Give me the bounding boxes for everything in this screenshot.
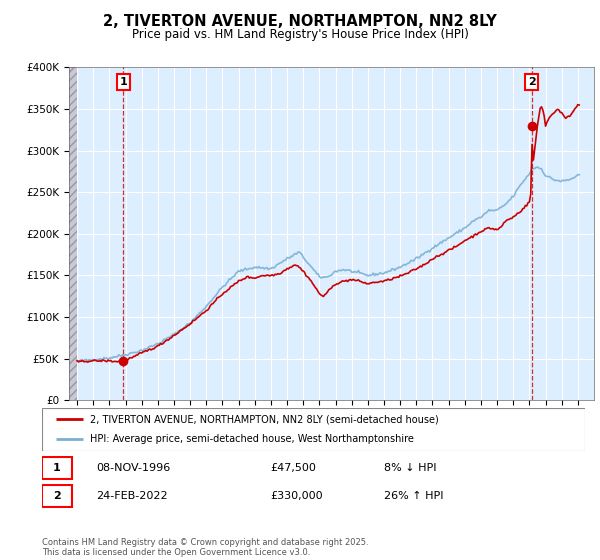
FancyBboxPatch shape [42,457,72,479]
Text: 2, TIVERTON AVENUE, NORTHAMPTON, NN2 8LY: 2, TIVERTON AVENUE, NORTHAMPTON, NN2 8LY [103,14,497,29]
Text: £330,000: £330,000 [270,491,323,501]
Text: Price paid vs. HM Land Registry's House Price Index (HPI): Price paid vs. HM Land Registry's House … [131,28,469,41]
Text: 1: 1 [53,463,61,473]
Text: 1: 1 [119,77,127,87]
FancyBboxPatch shape [42,408,585,451]
Text: 2: 2 [53,491,61,501]
Text: Contains HM Land Registry data © Crown copyright and database right 2025.
This d: Contains HM Land Registry data © Crown c… [42,538,368,557]
Text: £47,500: £47,500 [270,463,316,473]
Text: HPI: Average price, semi-detached house, West Northamptonshire: HPI: Average price, semi-detached house,… [90,434,413,444]
FancyBboxPatch shape [42,485,72,507]
Text: 2: 2 [528,77,536,87]
Text: 08-NOV-1996: 08-NOV-1996 [97,463,170,473]
Text: 26% ↑ HPI: 26% ↑ HPI [384,491,443,501]
Text: 24-FEB-2022: 24-FEB-2022 [97,491,168,501]
Text: 2, TIVERTON AVENUE, NORTHAMPTON, NN2 8LY (semi-detached house): 2, TIVERTON AVENUE, NORTHAMPTON, NN2 8LY… [90,414,439,424]
Polygon shape [69,67,77,400]
Text: 8% ↓ HPI: 8% ↓ HPI [384,463,437,473]
